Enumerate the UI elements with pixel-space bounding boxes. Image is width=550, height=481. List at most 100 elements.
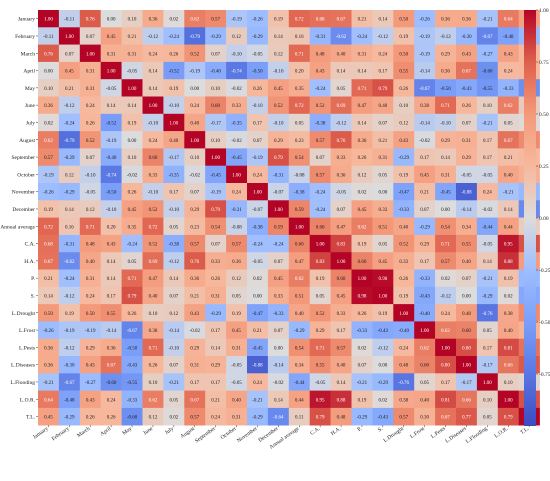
heatmap-cell: [163, 407, 185, 426]
heatmap-cell: [100, 165, 122, 184]
heatmap-cell: [100, 113, 122, 132]
heatmap-cell: [226, 390, 248, 409]
heatmap-cell: [247, 131, 269, 149]
cell-value-label: 0.76: [44, 52, 53, 57]
heatmap-cell: [247, 27, 269, 45]
heatmap-cell: [226, 269, 248, 288]
heatmap-cell: [79, 165, 101, 184]
cell-value-label: 0.31: [441, 173, 450, 178]
cell-value-label: 0.60: [358, 260, 367, 265]
heatmap-cell: [435, 44, 457, 63]
heatmap-cell: [58, 27, 81, 45]
heatmap-cell: [163, 200, 185, 218]
heatmap-cell: [267, 10, 290, 28]
heatmap-cell: [79, 373, 101, 391]
cell-value-label: -0.07: [273, 191, 284, 196]
heatmap-cell: [309, 27, 331, 45]
cell-value-label: 0.16: [295, 35, 304, 40]
heatmap-cell: [351, 183, 373, 201]
cell-value-label: 0.19: [399, 294, 408, 299]
cell-value-label: 0.50: [399, 18, 408, 23]
colorbar-tick-label: 0.75: [539, 60, 549, 66]
cell-value-label: 0.24: [483, 191, 492, 196]
heatmap-cell: [247, 338, 269, 357]
heatmap-cell: [393, 217, 415, 236]
heatmap-cell: [247, 148, 269, 166]
cell-value-label: -0.02: [273, 381, 284, 386]
cell-value-label: 0.14: [107, 104, 116, 109]
cell-value-label: -0.05: [336, 191, 347, 196]
heatmap-cell: [372, 131, 394, 149]
heatmap-cell: [205, 321, 227, 339]
heatmap-cell: [38, 183, 60, 201]
heatmap-cell: [205, 10, 227, 28]
cell-value-label: -0.10: [85, 173, 96, 178]
heatmap-cell: [38, 96, 60, 115]
heatmap-cell: [497, 113, 519, 132]
heatmap-cell: [247, 79, 269, 97]
heatmap-cell: [435, 27, 457, 45]
x-tick-label: C.A.: [309, 426, 321, 437]
heatmap-cell: [58, 200, 81, 218]
y-tick-label: September: [11, 155, 35, 161]
heatmap-cell: [351, 234, 373, 253]
heatmap-cell: [476, 390, 499, 409]
cell-value-label: -0.17: [210, 121, 221, 126]
heatmap-cell: [163, 27, 185, 45]
cell-value-label: 0.52: [149, 243, 158, 248]
cell-value-label: 0.72: [149, 225, 158, 230]
heatmap-cell: [267, 252, 290, 270]
cell-value-label: -0.38: [169, 243, 180, 248]
cell-value-label: 0.29: [190, 208, 199, 213]
cell-value-label: -0.05: [231, 364, 242, 369]
heatmap-cell: [38, 113, 60, 132]
heatmap-cell: [79, 27, 101, 45]
cell-value-label: 0.54: [295, 346, 304, 351]
heatmap-cell: [100, 27, 122, 45]
cell-value-label: 0.00: [378, 364, 387, 369]
x-tick-label: June: [142, 426, 154, 437]
cell-value-label: 0.31: [232, 416, 241, 421]
heatmap-cell: [435, 269, 457, 288]
heatmap-cell: [58, 390, 81, 409]
cell-value-label: 0.36: [44, 104, 53, 109]
heatmap-cell: [205, 252, 227, 270]
cell-value-label: -0.26: [252, 18, 263, 23]
heatmap-cell: [38, 10, 60, 28]
heatmap-cell: [267, 131, 290, 149]
heatmap-cell: [184, 407, 206, 426]
cell-value-label: 0.24: [253, 173, 262, 178]
heatmap-cell: [267, 286, 290, 305]
cell-value-label: 0.71: [295, 52, 304, 57]
cell-value-label: 0.62: [44, 139, 53, 144]
heatmap-cell: [163, 269, 185, 288]
heatmap-cell: [288, 338, 310, 357]
heatmap-cell: [288, 10, 310, 28]
heatmap-cell: [309, 373, 331, 391]
cell-value-label: -0.10: [169, 346, 180, 351]
heatmap-cell: [58, 183, 81, 201]
cell-value-label: -0.02: [190, 173, 201, 178]
cell-value-label: 0.57: [44, 156, 53, 161]
heatmap-cell: [414, 148, 436, 166]
heatmap-cell: [247, 44, 269, 63]
heatmap-cell: [163, 165, 185, 184]
heatmap-cell: [435, 321, 457, 339]
heatmap-cell: [184, 234, 206, 253]
cell-value-label: -0.45: [252, 346, 263, 351]
heatmap-cell: [226, 321, 248, 339]
cell-value-label: 0.05: [295, 121, 304, 126]
heatmap-cell: [226, 131, 248, 149]
cell-value-label: 0.14: [358, 70, 367, 75]
cell-value-label: 0.21: [378, 139, 387, 144]
cell-value-label: 0.12: [65, 173, 74, 178]
heatmap-cell: [497, 407, 519, 426]
heatmap-cell: [267, 356, 290, 374]
heatmap-cell: [58, 217, 81, 236]
cell-value-label: -0.40: [106, 156, 117, 161]
cell-value-label: -0.24: [169, 35, 180, 40]
cell-value-label: 0.31: [107, 52, 116, 57]
heatmap-cell: [121, 148, 143, 166]
cell-value-label: -0.29: [252, 416, 263, 421]
heatmap-cell: [58, 96, 81, 115]
